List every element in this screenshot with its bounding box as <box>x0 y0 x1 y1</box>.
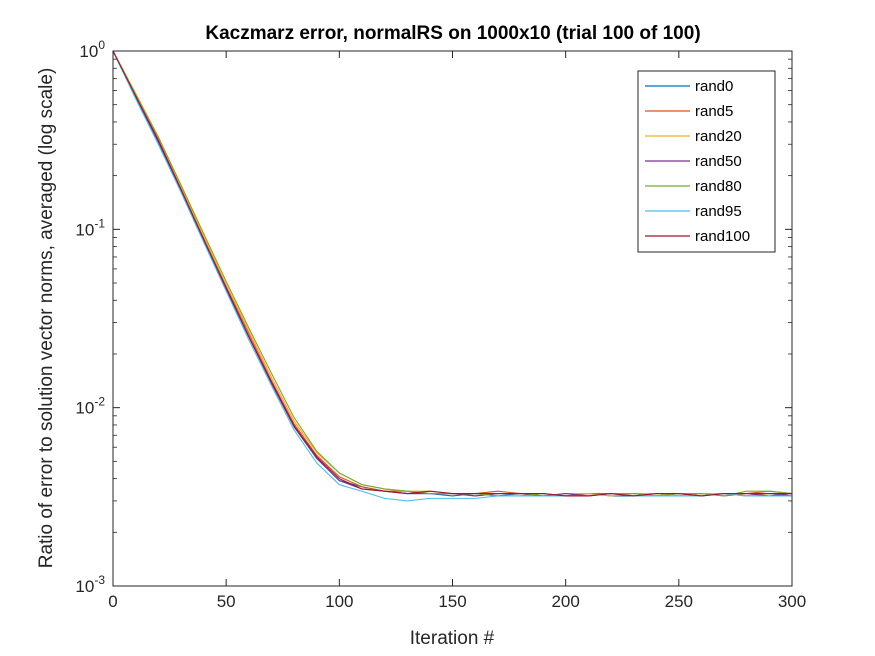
legend-label-rand0: rand0 <box>695 78 733 95</box>
x-axis-label: Iteration # <box>410 628 495 649</box>
legend-label-rand20: rand20 <box>695 128 742 145</box>
legend-label-rand5: rand5 <box>695 103 733 120</box>
x-tick-label: 0 <box>108 592 117 611</box>
x-tick-label: 50 <box>217 592 236 611</box>
chart-title: Kaczmarz error, normalRS on 1000x10 (tri… <box>205 23 700 44</box>
axes-layer: 0 50 100 150 200 250 300 10-3 10-2 10-1 100 <box>75 38 806 611</box>
legend-label-rand100: rand100 <box>695 228 750 245</box>
y-tick-label: 100 <box>79 38 105 61</box>
legend: rand0 rand5 rand20 rand50 rand80 rand95 rand10… <box>637 70 776 253</box>
x-tick-label: 200 <box>551 592 579 611</box>
legend-label-rand95: rand95 <box>695 203 742 220</box>
y-tick-label: 10-2 <box>75 395 105 418</box>
x-tick-label: 250 <box>665 592 693 611</box>
legend-label-rand50: rand50 <box>695 153 742 170</box>
y-axis-label: Ratio of error to solution vector norms,… <box>36 68 57 569</box>
y-tick-label: 10-3 <box>75 573 105 596</box>
series-line-rand100 <box>112 50 792 497</box>
series-line-rand95 <box>112 50 792 502</box>
series-layer <box>112 50 793 502</box>
legend-label-rand80: rand80 <box>695 178 742 195</box>
x-tick-label: 150 <box>438 592 466 611</box>
x-tick-label: 300 <box>778 592 806 611</box>
x-tick-label: 100 <box>325 592 353 611</box>
y-tick-label: 10-1 <box>75 216 105 239</box>
